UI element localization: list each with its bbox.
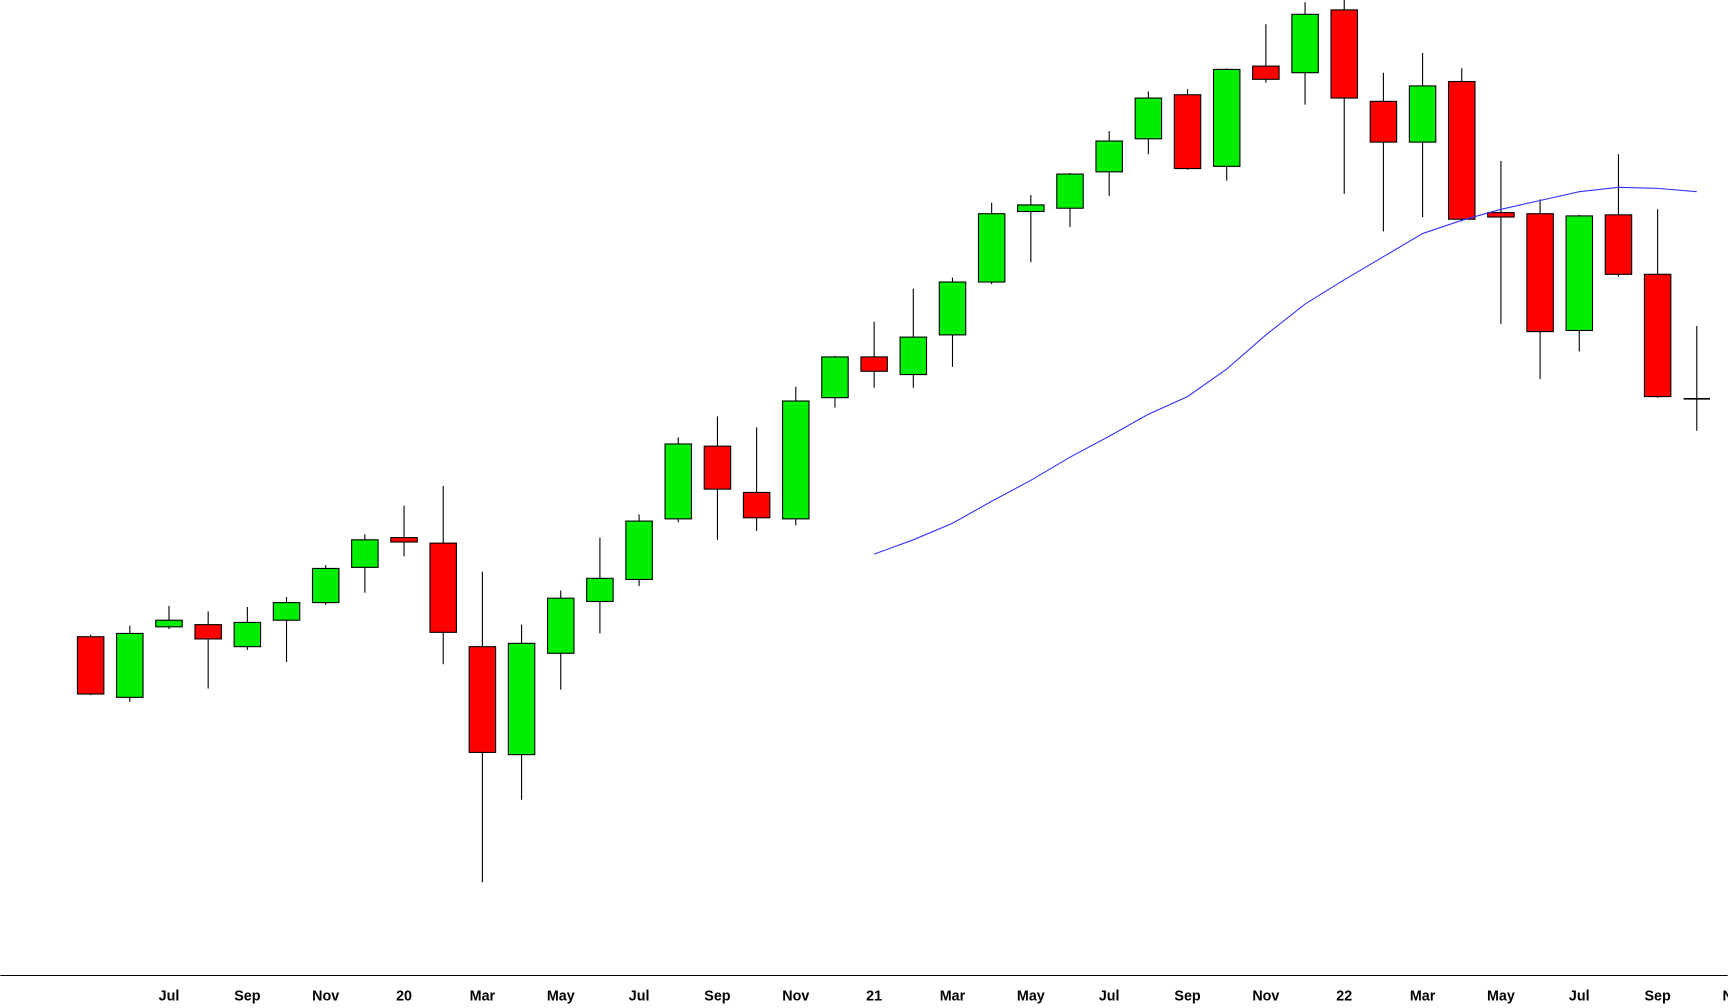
x-tick-label: Jul: [1569, 989, 1590, 1005]
candle-body: [1447, 80, 1476, 220]
candle-body: [1369, 100, 1398, 143]
x-tick-label: 22: [1336, 989, 1352, 1005]
x-tick-label: Sep: [704, 989, 731, 1005]
candle-body: [116, 632, 144, 698]
candle-body: [1173, 94, 1202, 170]
candle-body: [1565, 215, 1594, 332]
candle-body: [507, 642, 536, 756]
x-tick-label: Nov: [312, 989, 339, 1005]
candle-body: [272, 602, 301, 621]
candle-body: [546, 597, 575, 654]
candle-body: [1252, 65, 1280, 80]
candle-body: [311, 567, 340, 604]
x-tick-label: Sep: [1174, 989, 1201, 1005]
x-tick-label: Jul: [159, 989, 180, 1005]
candle-body: [625, 520, 653, 581]
candle-body: [429, 542, 457, 633]
x-tick-label: May: [547, 989, 575, 1005]
x-tick-label: Nov: [1252, 989, 1279, 1005]
x-tick-label: Nov: [1722, 989, 1728, 1005]
candle-body: [899, 336, 928, 376]
x-tick-label: Jul: [1099, 989, 1120, 1005]
candle-body: [1212, 68, 1241, 167]
candle-body: [938, 281, 967, 336]
x-tick-label: Sep: [234, 989, 261, 1005]
x-tick-label: Mar: [470, 989, 496, 1005]
x-tick-label: May: [1487, 989, 1515, 1005]
x-tick-label: 20: [396, 989, 412, 1005]
candle-body: [703, 445, 732, 490]
candle-body: [664, 443, 693, 520]
candle-body: [194, 624, 222, 640]
candle-body: [1056, 173, 1084, 209]
candle-body: [1291, 13, 1319, 74]
candle-body: [860, 356, 888, 372]
x-tick-label: Mar: [940, 989, 966, 1005]
x-tick-label: Sep: [1644, 989, 1671, 1005]
candle-body: [351, 539, 379, 568]
x-tick-label: Mar: [1410, 989, 1436, 1005]
candle-body: [1487, 212, 1515, 218]
candle-body: [1134, 97, 1163, 140]
candle-body: [1095, 140, 1123, 173]
candle-body: [821, 356, 849, 399]
candle-body: [1526, 213, 1554, 333]
candle-body: [1604, 214, 1633, 275]
candle-body: [1017, 204, 1045, 213]
moving-average-line: [873, 186, 1697, 555]
candle-body: [977, 213, 1006, 283]
candle-body: [586, 577, 614, 603]
candle-body: [1408, 85, 1437, 143]
candle-body: [742, 491, 771, 519]
candle-body: [390, 537, 418, 543]
candle-body: [233, 621, 262, 648]
candle-body: [1643, 273, 1672, 398]
candle-body: [1330, 9, 1358, 99]
x-tick-label: 21: [866, 989, 882, 1005]
candle-body: [155, 619, 183, 628]
candle-body: [468, 646, 497, 753]
x-tick-label: May: [1017, 989, 1045, 1005]
x-tick-label: Nov: [782, 989, 809, 1005]
x-tick-label: Jul: [629, 989, 650, 1005]
candle-body: [76, 636, 105, 695]
candle-body: [782, 400, 810, 520]
